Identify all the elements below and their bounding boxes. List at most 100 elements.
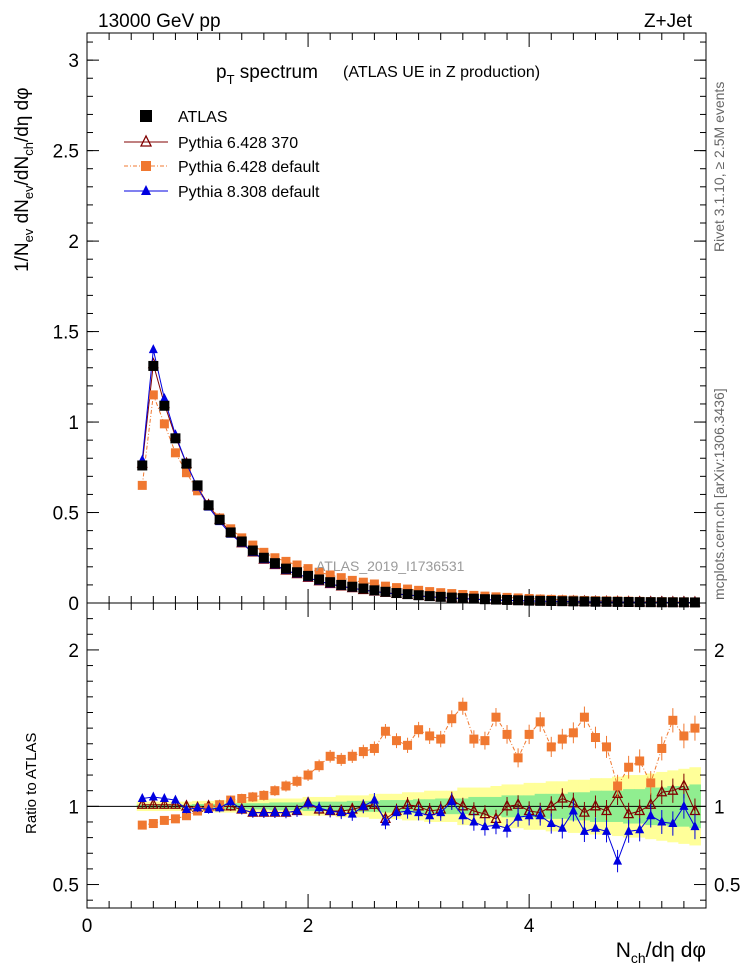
main-point-atlas [170,433,181,444]
main-point-pythia-6-428-default [292,560,302,570]
ratio-point-pythia-8-308-default [646,810,656,820]
ratio-point-pythia-8-308-default [447,796,457,806]
ratio-point-pythia-6-428-default [336,754,346,764]
main-point-pythia-6-428-default [270,553,280,563]
ratio-point-pythia-6-428-370 [158,797,170,809]
main-point-atlas [656,597,667,608]
ratio-point-pythia-6-428-370 [612,786,624,798]
main-point-pythia-6-428-default [193,486,203,496]
main-point-atlas [667,597,678,608]
ratio-point-pythia-8-308-default [303,797,313,807]
ratio-point-pythia-8-308-default [546,818,556,828]
ratio-point-pythia-8-308-default [535,810,545,820]
main-point-atlas [634,597,645,608]
ratio-point-pythia-6-428-default [447,714,457,724]
legend-marker [140,110,152,122]
main-point-atlas [280,563,291,574]
ratio-point-pythia-6-428-default [414,725,424,735]
ratio-point-pythia-6-428-default [535,717,545,727]
main-y-tick-label: 1.5 [53,323,79,344]
main-point-pythia-6-428-default [259,547,269,557]
ratio-point-pythia-6-428-370 [479,807,491,819]
ratio-point-pythia-8-308-default [392,807,401,817]
ratio-point-pythia-8-308-default [336,807,346,817]
ratio-point-pythia-8-308-default [204,803,214,813]
ratio-point-pythia-8-308-default [480,821,490,831]
ratio-point-pythia-8-308-default [369,794,379,804]
ratio-point-pythia-6-428-370 [501,799,513,811]
ratio-point-pythia-6-428-default [281,781,291,791]
ratio-frame [86,602,707,909]
ratio-point-pythia-6-428-default [635,756,645,766]
ratio-point-pythia-8-308-default [292,805,302,815]
x-tick-label: 4 [524,916,535,937]
ratio-point-pythia-6-428-default [679,731,689,741]
ratio-point-pythia-6-428-default [403,740,413,750]
ratio-point-pythia-6-428-default [524,729,534,739]
main-y-axis-label: 1/Nev dNev/dNch/dη dφ [12,87,36,272]
main-point-atlas [203,500,214,511]
ratio-point-pythia-6-428-default [557,734,567,744]
main-point-pythia-6-428-default [336,573,346,583]
main-point-atlas [424,591,435,602]
ratio-point-pythia-6-428-default [469,734,479,744]
ratio-point-pythia-8-308-default [690,821,700,831]
main-plot-panel: 0 0.5 1 1.5 2 2.5 3 ATLAS Pythia 6.428 370 Pythia… [53,32,707,615]
main-point-atlas [137,460,148,471]
ratio-point-pythia-8-308-default [602,825,612,835]
main-point-atlas [314,574,325,585]
x-axis-label: Nch/dη dφ [616,939,706,966]
ratio-point-pythia-8-308-default [281,807,291,817]
main-point-pythia-6-428-default [148,390,158,400]
ratio-point-pythia-8-308-default [635,824,645,834]
ratio-plot-panel: 0 2 4 0.5 0.5 1 1 2 2 [53,602,740,937]
main-point-pythia-6-428-default [159,419,169,429]
main-point-atlas [457,593,468,604]
main-point-atlas [325,577,336,588]
ratio-point-pythia-8-308-default [590,822,600,832]
ratio-point-pythia-8-308-default [170,794,180,804]
main-point-pythia-6-428-default [369,579,379,589]
ratio-point-pythia-6-428-default [380,726,390,736]
ratio-point-pythia-6-428-default [668,715,678,725]
ratio-point-pythia-6-428-default [590,733,600,743]
ratio-y-tick-label-left: 2 [68,641,79,662]
main-point-atlas [490,594,501,605]
ratio-point-pythia-8-308-default [524,810,534,820]
main-point-atlas [336,579,347,590]
ratio-point-pythia-6-428-default [137,820,147,830]
analysis-watermark: ATLAS_2019_I1736531 [316,558,465,574]
main-point-atlas [269,558,280,569]
x-tick-label: 2 [303,916,314,937]
main-y-tick-label: 0.5 [53,504,79,525]
ratio-point-pythia-6-428-default [270,786,280,796]
process-label: Z+Jet [644,11,693,32]
ratio-point-pythia-6-428-default [502,729,512,739]
main-point-pythia-6-428-default [281,556,291,566]
ratio-y-tick-label-right: 0.5 [714,876,740,897]
ratio-point-pythia-8-308-default [557,822,567,832]
main-point-pythia-6-428-default [170,448,180,458]
ratio-point-pythia-8-308-default [568,805,578,815]
main-point-atlas [380,586,391,597]
legend-label: Pythia 8.308 default [178,184,320,201]
ratio-point-pythia-6-428-default [358,747,368,757]
ratio-point-pythia-8-308-default [624,825,634,835]
main-point-atlas [402,589,413,600]
ratio-point-pythia-6-428-370 [623,807,635,819]
ratio-point-pythia-6-428-default [303,770,313,780]
main-point-atlas [468,593,479,604]
main-point-pythia-6-428-default [303,564,313,574]
main-point-atlas [413,590,424,601]
legend-marker [139,134,153,147]
ratio-point-pythia-8-308-default [259,807,269,817]
main-point-pythia-8-308-default [148,344,158,354]
ratio-point-pythia-6-428-default [347,751,357,761]
main-point-atlas [524,595,535,606]
ratio-point-pythia-6-428-default [259,790,269,800]
main-y-tick-label: 2.5 [53,142,79,163]
legend-label: Pythia 6.428 370 [178,135,298,152]
ratio-point-pythia-8-308-default [237,803,247,813]
ratio-point-pythia-6-428-370 [634,804,646,816]
ratio-point-pythia-8-308-default [425,810,435,820]
